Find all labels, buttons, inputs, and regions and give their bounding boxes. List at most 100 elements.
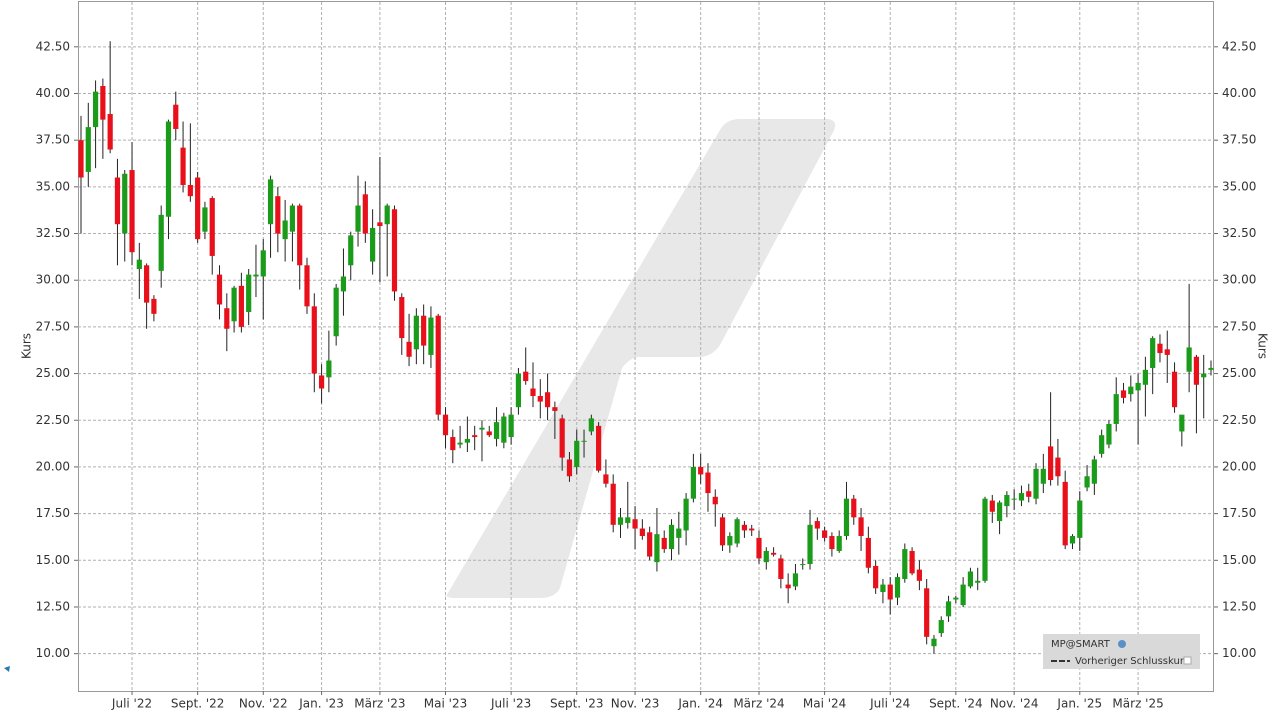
candle-body: [982, 498, 988, 581]
y2-tick-label: 17.50: [1222, 506, 1256, 520]
candle-body: [1099, 435, 1105, 454]
candle-body: [399, 297, 405, 339]
candle-body: [661, 537, 667, 550]
candle-body: [1091, 459, 1097, 484]
candle-body: [501, 416, 507, 443]
candle-body: [625, 517, 631, 523]
candle-body: [945, 601, 952, 617]
x-tick-label: Jan. '25: [1056, 697, 1102, 711]
x-tick-label: Mai '23: [424, 697, 467, 711]
candle-body: [829, 536, 835, 550]
candle-body: [523, 371, 529, 382]
candle-body: [275, 196, 281, 234]
candle-body: [668, 524, 675, 550]
candle-body: [92, 91, 99, 128]
x-tick-label: Jan. '23: [298, 697, 344, 711]
y-axis-label: Kurs: [20, 333, 34, 359]
candle-body: [486, 431, 492, 436]
candle-body: [770, 552, 777, 555]
candle-body: [224, 308, 230, 329]
candle-body: [1201, 373, 1207, 378]
candle-body: [370, 227, 376, 262]
candle-body: [690, 466, 696, 499]
candle-body: [1150, 338, 1156, 368]
y-tick-label: 35.00: [36, 179, 70, 193]
candle-body: [297, 205, 303, 266]
candle-body: [1055, 457, 1061, 477]
candle-body: [698, 466, 704, 475]
candle-body: [114, 177, 121, 225]
candle-body: [537, 395, 543, 402]
candle-body: [1106, 423, 1112, 445]
candle-body: [1033, 468, 1039, 499]
candle-body: [1018, 493, 1025, 501]
candle-body: [1062, 481, 1068, 546]
y2-tick-label: 35.00: [1222, 179, 1256, 193]
candle-body: [158, 214, 164, 271]
candle-body: [544, 392, 551, 408]
candle-body: [129, 170, 135, 253]
candle-body: [858, 517, 864, 537]
candle-body: [1048, 446, 1054, 481]
candle-body: [712, 496, 718, 505]
candle-body: [464, 438, 470, 443]
candle-body: [238, 285, 244, 327]
y2-tick-label: 30.00: [1222, 273, 1256, 287]
candle-body: [953, 597, 959, 600]
candle-body: [260, 250, 266, 277]
candle-body: [865, 537, 871, 568]
candle-body: [165, 121, 172, 217]
candle-body: [457, 442, 463, 445]
candle-body: [216, 274, 223, 305]
candle-body: [880, 584, 886, 593]
y2-tick-label: 22.50: [1222, 413, 1256, 427]
candle-body: [100, 86, 106, 120]
candle-body: [246, 274, 252, 312]
candle-body: [807, 524, 813, 565]
candle-body: [1069, 536, 1076, 544]
corner-icon: [4, 666, 10, 672]
candle-body: [231, 287, 237, 322]
y-tick-label: 25.00: [36, 366, 70, 380]
y-tick-label: 22.50: [36, 413, 70, 427]
candle-body: [406, 341, 412, 357]
x-tick-label: Nov. '23: [611, 697, 660, 711]
candle-body: [253, 274, 259, 277]
y2-tick-label: 27.50: [1222, 319, 1256, 333]
grid: [78, 2, 1214, 691]
y2-tick-label: 25.00: [1222, 366, 1256, 380]
candle-body: [78, 140, 84, 178]
candle-body: [1142, 369, 1148, 385]
candle-body: [202, 207, 208, 232]
candle-body: [1193, 356, 1200, 385]
candle-body: [792, 573, 799, 587]
x-tick-label: März '23: [354, 697, 405, 711]
candle-body: [282, 220, 288, 240]
legend-label: Vorheriger Schlusskurs: [1075, 656, 1189, 667]
candle-body: [508, 414, 514, 438]
candle-body: [676, 528, 682, 538]
x-tick-label: Juli '22: [111, 697, 152, 711]
x-tick-label: März '25: [1112, 697, 1163, 711]
candle-body: [428, 317, 434, 355]
y-tick-label: 27.50: [36, 319, 70, 333]
legend-checkbox[interactable]: [1183, 656, 1192, 665]
candle-body: [734, 519, 740, 544]
y2-tick-label: 15.00: [1222, 553, 1256, 567]
candle-body: [122, 173, 128, 234]
candle-body: [362, 194, 368, 234]
candle-body: [785, 584, 791, 589]
candle-body: [566, 459, 573, 477]
candle-body: [1026, 491, 1032, 497]
candle-body: [1135, 382, 1141, 391]
candle-body: [318, 375, 325, 389]
candle-body: [421, 315, 427, 346]
candle-body: [873, 565, 879, 589]
candle-body: [639, 528, 645, 537]
candle-body: [311, 306, 317, 374]
y-tick-label: 30.00: [36, 273, 70, 287]
candle-body: [289, 205, 296, 232]
y2-tick-label: 10.00: [1222, 646, 1256, 660]
legend-label: MP@SMART: [1051, 639, 1111, 650]
x-tick-label: Nov. '22: [239, 697, 288, 711]
